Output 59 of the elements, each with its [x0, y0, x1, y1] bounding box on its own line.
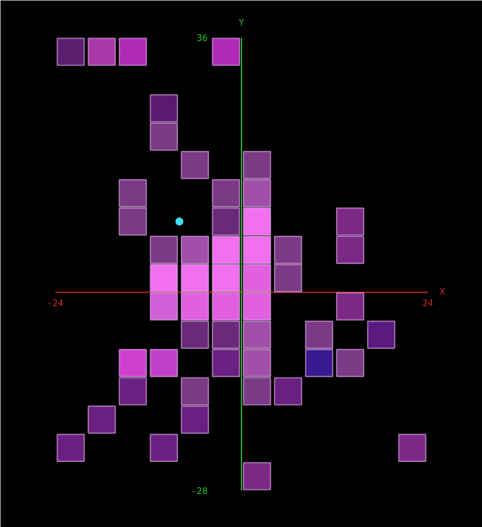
point: [56, 434, 85, 462]
point: [180, 236, 210, 264]
point: [212, 236, 240, 264]
point: [274, 377, 302, 406]
point: [242, 150, 272, 180]
point: [150, 264, 178, 292]
point: [175, 218, 184, 226]
y-axis-title: Y: [238, 18, 245, 29]
point: [242, 462, 272, 490]
x-tick-label: 24: [422, 298, 434, 309]
point: [336, 348, 364, 378]
point: [242, 236, 272, 264]
point: [336, 236, 364, 264]
point: [274, 264, 302, 292]
point: [88, 406, 116, 434]
point: [212, 320, 240, 349]
x-axis-title: X: [440, 287, 446, 298]
point: [212, 38, 240, 66]
point: [242, 377, 272, 406]
point: [150, 348, 178, 378]
point: [212, 292, 240, 321]
point: [212, 179, 240, 208]
point: [180, 150, 210, 180]
point: [118, 377, 147, 406]
point: [150, 122, 178, 151]
point: [150, 94, 178, 122]
y-tick-label: 36: [196, 34, 208, 44]
point: [180, 264, 210, 292]
point: [242, 348, 272, 378]
point: [150, 236, 178, 264]
point: [398, 434, 426, 462]
point: [305, 348, 334, 378]
point: [88, 38, 116, 66]
point: [118, 348, 147, 378]
point: [242, 207, 272, 236]
point: [242, 320, 272, 349]
point: [150, 292, 178, 321]
point: [336, 292, 364, 321]
point: [242, 292, 272, 321]
point: [274, 236, 302, 264]
point: [56, 38, 85, 66]
point: [367, 320, 396, 349]
point: [212, 264, 240, 292]
point: [242, 264, 272, 292]
y-tick-label: -28: [191, 486, 208, 497]
point: [150, 434, 178, 462]
point: [180, 320, 210, 349]
point: [118, 179, 147, 208]
point: [212, 207, 240, 236]
point: [180, 406, 210, 434]
point: [118, 38, 147, 66]
point: [212, 348, 240, 378]
point: [242, 179, 272, 208]
point: [180, 292, 210, 321]
x-tick-label: -24: [47, 298, 64, 309]
point: [180, 377, 210, 406]
point: [305, 320, 334, 349]
point: [336, 207, 364, 236]
point: [118, 207, 147, 236]
